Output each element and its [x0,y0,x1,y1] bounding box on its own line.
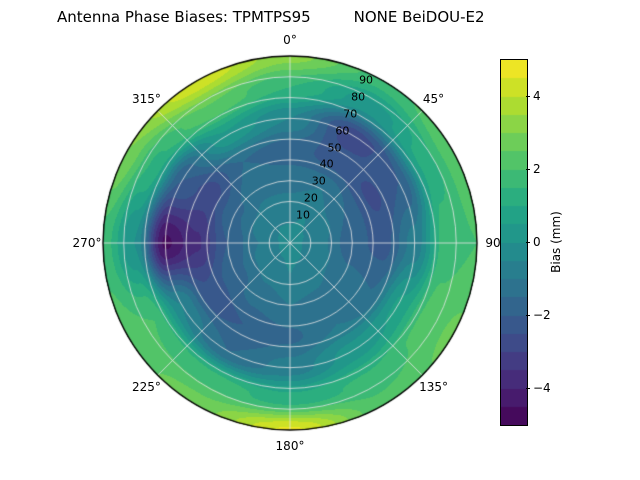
colorbar-label: Bias (mm) [549,211,563,273]
theta-tick-label-180: 180° [275,439,305,453]
colorbar-tick-label-2: 2 [533,161,541,176]
r-tick-label-30: 30 [311,174,326,188]
r-tick-label-40: 40 [319,157,334,171]
colorbar-tick-label--2: −2 [533,307,551,322]
r-tick-label-70: 70 [343,107,358,121]
figure-title: Antenna Phase Biases: TPMTPS95 NONE BeiD… [57,8,485,26]
theta-tick-label-315: 315° [132,92,161,107]
colorbar [500,59,528,426]
colorbar-tick-mark-2 [526,168,530,170]
theta-tick-label-135: 135° [419,379,448,394]
polar-contour-plot [101,54,479,432]
colorbar-tick-label-0: 0 [533,234,541,249]
colorbar-tick-mark-4 [526,95,530,97]
r-tick-label-90: 90 [359,73,374,87]
r-tick-label-10: 10 [295,208,310,222]
r-tick-label-20: 20 [303,191,318,205]
theta-tick-label-225: 225° [132,379,161,394]
colorbar-tick-mark--4 [526,387,530,389]
theta-tick-label-0: 0° [283,33,297,47]
colorbar-tick-label--4: −4 [533,380,551,395]
r-tick-label-80: 80 [351,90,366,104]
theta-tick-label-45: 45° [422,92,445,107]
colorbar-tick-mark-0 [526,241,530,243]
r-tick-label-60: 60 [335,124,350,138]
colorbar-tick-mark--2 [526,314,530,316]
r-tick-label-50: 50 [327,141,342,155]
theta-tick-label-90: 90 [485,236,501,250]
theta-tick-label-270: 270° [72,236,102,250]
colorbar-tick-label-4: 4 [533,88,541,103]
